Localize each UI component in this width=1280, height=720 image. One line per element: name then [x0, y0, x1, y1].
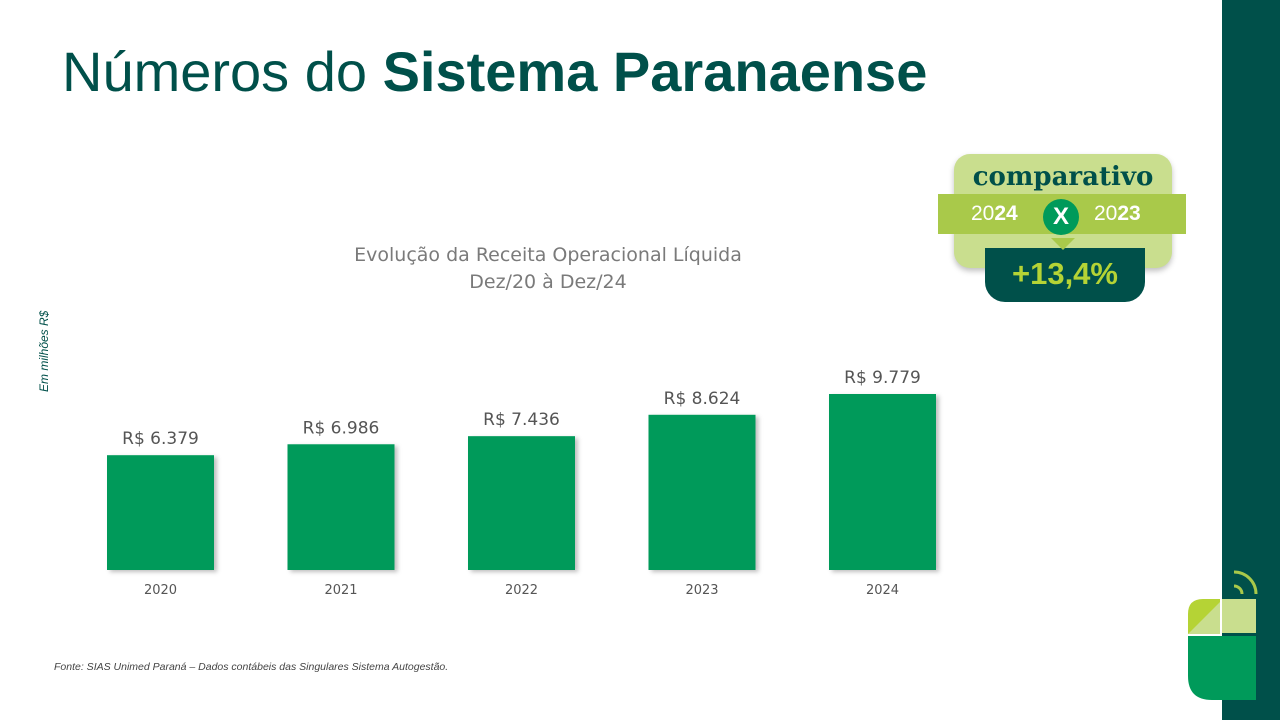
badge-pointer-icon [1051, 238, 1075, 250]
unimed-logo-icon [1188, 570, 1258, 700]
badge-year-current: 2024 [971, 202, 1018, 226]
bar-2024 [829, 394, 936, 570]
bar-2020 [107, 455, 214, 570]
badge-word: comparativo [972, 162, 1154, 192]
page-title: Números do Sistema Paranaense [62, 36, 927, 108]
badge-year-current-suffix: 24 [994, 202, 1018, 225]
bar-2023 [648, 414, 756, 570]
x-tick-label-2022: 2022 [505, 583, 538, 598]
source-note: Fonte: SIAS Unimed Paraná – Dados contáb… [54, 661, 449, 673]
badge-year-previous-suffix: 23 [1117, 202, 1141, 225]
badge-bottom-panel [985, 248, 1145, 302]
revenue-bar-chart: Evolução da Receita Operacional Líquida … [107, 244, 936, 598]
badge-year-previous: 2023 [1094, 202, 1141, 226]
bar-2021 [287, 444, 395, 570]
badge-year-previous-prefix: 20 [1094, 202, 1118, 225]
chart-title-line-2: Dez/20 à Dez/24 [469, 271, 626, 293]
badge-change-value: +13,4% [1011, 256, 1118, 291]
bar-2022 [468, 436, 575, 570]
bars-group: R$ 6.379 2020 R$ 6.986 2021 R$ 7.436 2022 R$ 8… [107, 368, 936, 598]
chart-title-line-1: Evolução da Receita Operacional Líquida [354, 244, 742, 266]
x-tick-label-2024: 2024 [866, 583, 899, 598]
comparativo-badge: comparativo 2024 X 2023 +13,4% [938, 152, 1188, 304]
x-tick-label-2023: 2023 [685, 583, 718, 598]
x-tick-label-2021: 2021 [324, 583, 357, 598]
versus-icon: X [1043, 199, 1079, 235]
bar-value-label-2024: R$ 9.779 [844, 368, 921, 388]
x-tick-label-2020: 2020 [144, 583, 177, 598]
badge-year-current-prefix: 20 [971, 202, 995, 225]
bar-value-label-2021: R$ 6.986 [303, 418, 380, 438]
bar-value-label-2022: R$ 7.436 [483, 410, 560, 430]
page-title-bold: Sistema Paranaense [382, 40, 928, 103]
bar-value-label-2020: R$ 6.379 [122, 429, 199, 449]
bar-value-label-2023: R$ 8.624 [664, 389, 741, 409]
page-title-regular: Números do [62, 40, 383, 103]
